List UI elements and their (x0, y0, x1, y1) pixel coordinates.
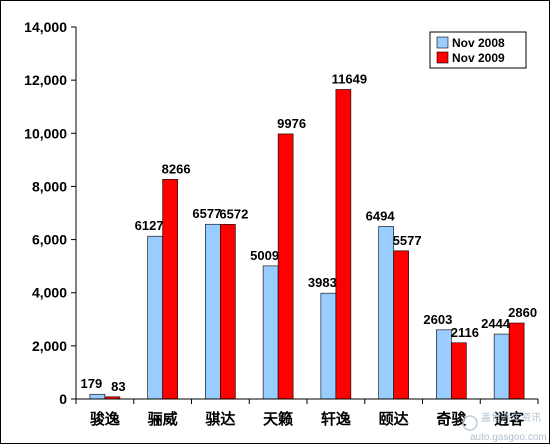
x-axis: 骏逸 骊威 骐达 天籁 轩逸 颐达 奇骏 逍客 (75, 398, 539, 428)
y-tick-label: 8,000 (32, 178, 67, 194)
bar-nov-2008 (378, 226, 394, 400)
data-label: 5577 (393, 233, 422, 248)
data-label: 83 (111, 379, 125, 394)
bar-nov-2008 (147, 235, 163, 400)
data-label: 179 (81, 376, 103, 391)
data-label: 6572 (219, 206, 248, 221)
watermark-url: auto.gasgoo.com (470, 432, 547, 443)
data-label: 6127 (135, 218, 164, 233)
watermark: 盖世汽车资讯 auto.gasgoo.com (462, 411, 547, 443)
y-tick-label: 10,000 (24, 125, 67, 141)
x-category-label: 骊威 (148, 410, 178, 428)
x-category-label: 骏逸 (90, 410, 120, 428)
data-label: 2860 (508, 305, 537, 320)
data-label: 6494 (366, 208, 396, 223)
bar-nov-2008 (493, 333, 510, 400)
legend-label-nov-2009: Nov 2009 (452, 51, 505, 65)
bar-nov-2009 (335, 89, 352, 400)
bar-nov-2008 (89, 393, 106, 400)
data-label: 2116 (451, 325, 479, 340)
bar-nov-2008 (205, 223, 221, 400)
x-category-label: 轩逸 (321, 410, 351, 428)
x-category-label: 天籁 (263, 410, 293, 428)
bar-nov-2008 (262, 265, 279, 400)
bar-nov-2009 (220, 224, 236, 400)
y-tick-label: 2,000 (32, 338, 67, 354)
legend-swatch-nov-2009 (436, 51, 449, 64)
bar-nov-2009 (393, 250, 409, 400)
bar-nov-2009 (162, 179, 178, 400)
data-label: 2603 (423, 312, 452, 327)
bar-nov-2009 (451, 342, 467, 400)
x-category-label: 逍客 (494, 410, 525, 428)
y-tick-label: 0 (59, 391, 67, 407)
x-category-label: 奇骏 (436, 410, 467, 428)
bars-group (89, 89, 525, 400)
data-label: 8266 (162, 161, 191, 176)
x-category-label: 骐达 (205, 410, 235, 428)
data-label: 2444 (481, 316, 511, 331)
watermark-cn: 盖世汽车资讯 (481, 411, 541, 424)
y-tick-label: 6,000 (32, 232, 67, 248)
data-label: 5009 (250, 248, 279, 263)
bar-nov-2009 (277, 133, 294, 400)
legend-label-nov-2008: Nov 2008 (452, 36, 505, 50)
y-tick-label: 4,000 (32, 285, 67, 301)
bar-nov-2008 (436, 329, 452, 400)
watermark-logo-icon (462, 415, 478, 431)
bar-nov-2009 (508, 322, 525, 400)
bar-nov-2008 (320, 292, 337, 400)
y-axis: 0 2,000 4,000 6,000 8,000 10,000 12,000 14,000 (24, 19, 77, 407)
y-tick-label: 14,000 (24, 19, 67, 35)
data-label: 3983 (308, 275, 337, 290)
x-category-label: 颐达 (379, 410, 409, 428)
data-label: 6577 (192, 206, 221, 221)
data-label: 9976 (277, 116, 306, 131)
legend: Nov 2008 Nov 2009 (429, 31, 527, 69)
y-tick-label: 12,000 (24, 72, 67, 88)
legend-swatch-nov-2008 (436, 36, 449, 49)
data-label: 11649 (332, 71, 367, 86)
